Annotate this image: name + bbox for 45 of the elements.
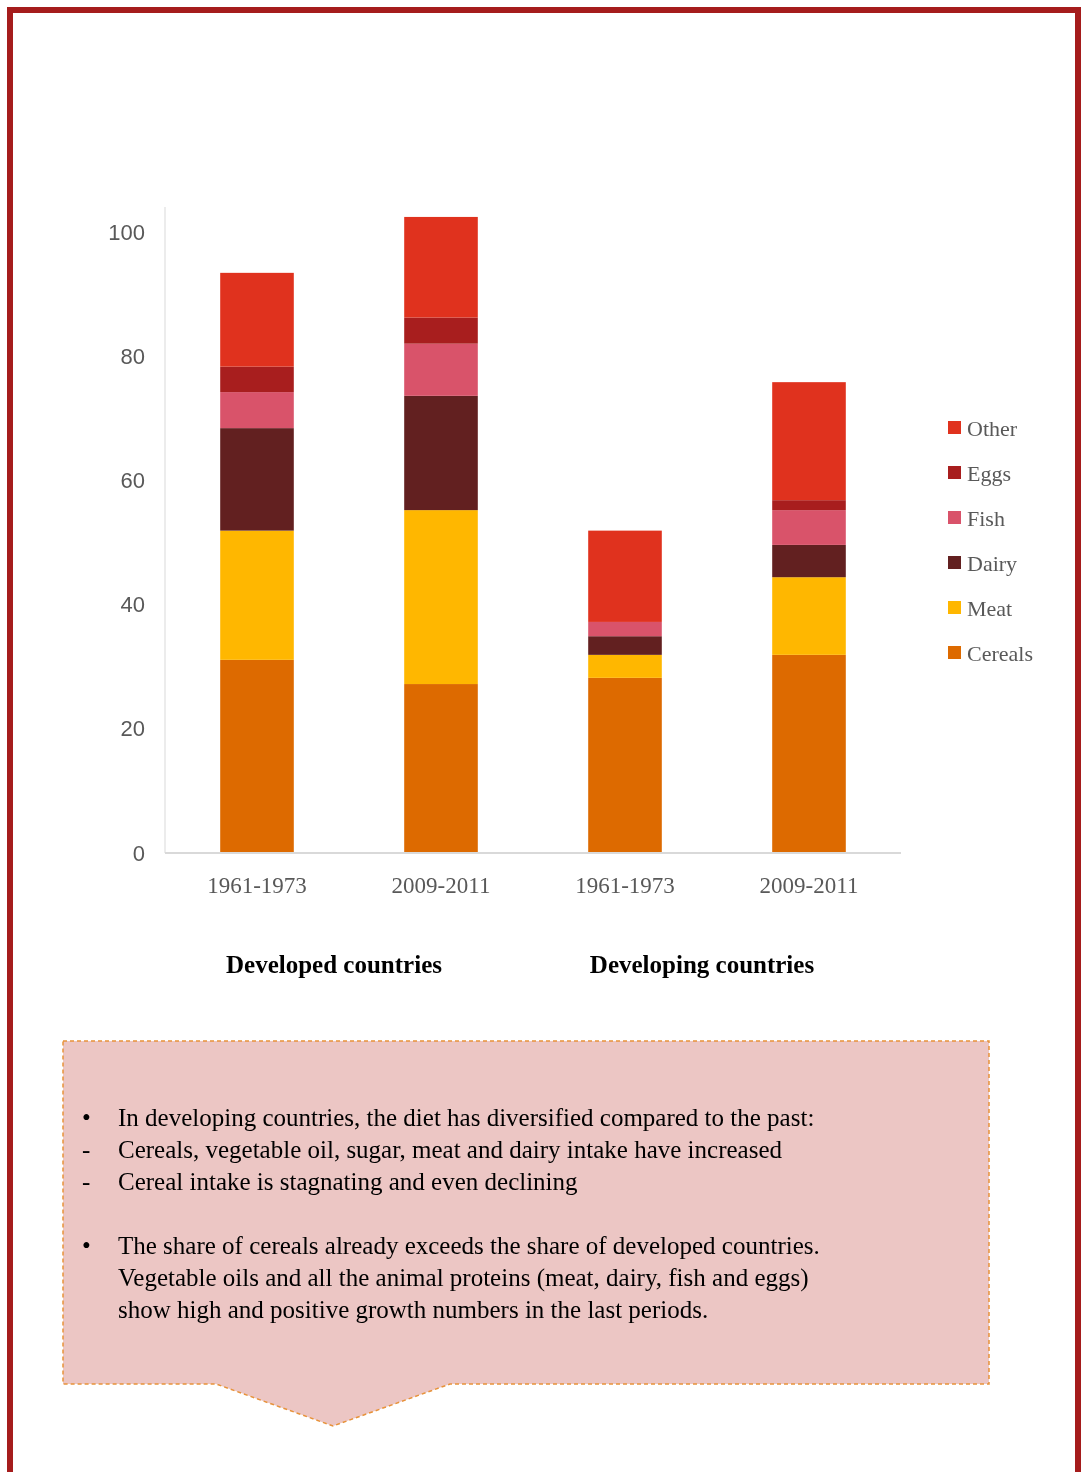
text: • In developing countries, the diet has diversified compared to the past:	[82, 1103, 815, 1131]
legend-label: Cereals	[967, 640, 1033, 666]
y-tick-label: 100	[108, 219, 145, 245]
bar	[588, 530, 662, 622]
bar	[404, 395, 478, 511]
legend-label: Other	[967, 415, 1018, 441]
legend-label: Eggs	[967, 460, 1011, 486]
bar	[220, 659, 294, 853]
bar	[588, 677, 662, 853]
bar	[404, 216, 478, 318]
x-tick-label: 2009-2011	[759, 873, 859, 898]
text: - Cereal intake is stagnating and even declining	[82, 1167, 579, 1195]
y-tick-label: 40	[120, 592, 145, 618]
x-tick-label: 1961-1973	[207, 873, 307, 898]
bar	[220, 392, 294, 429]
x-tick-label: 1961-1973	[575, 873, 675, 898]
legend-label: Meat	[967, 595, 1013, 621]
bar	[772, 510, 846, 545]
legend-label: Dairy	[967, 550, 1018, 576]
y-tick-label: 20	[120, 716, 145, 742]
text: - Cereals, vegetable oil, sugar, meat and dairy intake have increased	[82, 1135, 783, 1163]
bar	[404, 684, 478, 853]
bar	[772, 382, 846, 501]
bar	[404, 510, 478, 685]
bar	[772, 544, 846, 578]
bar	[772, 577, 846, 655]
bar	[220, 272, 294, 367]
bar	[588, 654, 662, 678]
bar	[588, 636, 662, 655]
bar	[220, 366, 294, 393]
y-tick-label: 60	[120, 468, 145, 494]
y-tick-label: 0	[132, 840, 145, 866]
legend-label: Fish	[967, 505, 1005, 531]
bar	[772, 500, 846, 511]
bar	[588, 621, 662, 637]
bar	[772, 654, 846, 853]
bar	[220, 530, 294, 660]
bar	[220, 428, 294, 531]
bar	[404, 317, 478, 344]
x-tick-label: 2009-2011	[391, 873, 491, 898]
text: Developed countries	[226, 951, 443, 978]
text: Developing countries	[589, 951, 815, 978]
bar	[404, 343, 478, 396]
y-tick-label: 80	[120, 343, 145, 369]
text: • The share of cereals already exceeds the share of developed countries. Vegetable oils and all the animal proteins (meat, dairy, fish and eggs) show high and positive growth numbers in the last periods.	[82, 1231, 820, 1323]
